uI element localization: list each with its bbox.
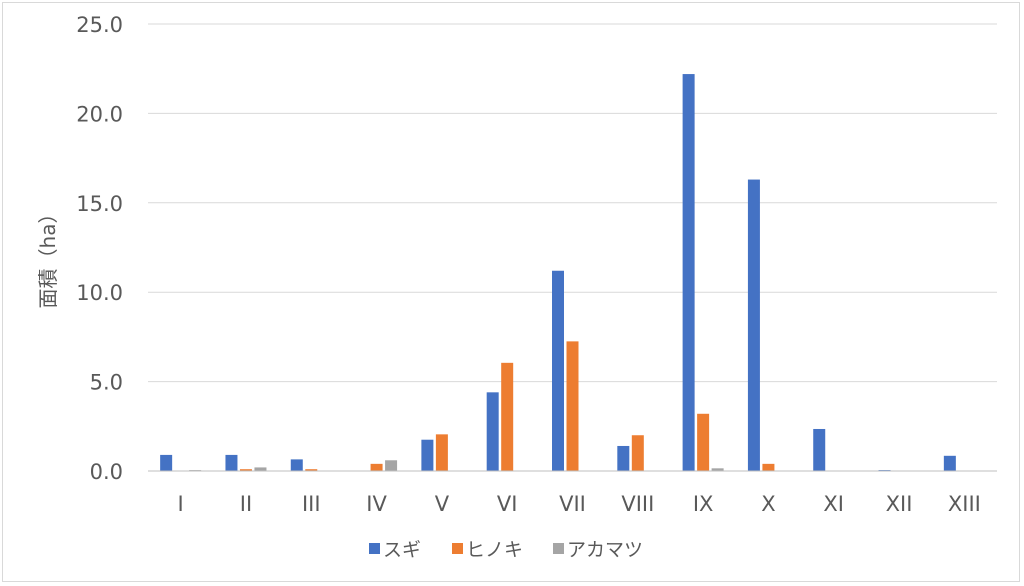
bar-2-ii [239,469,252,471]
x-tick-label: II [240,492,252,516]
bar-1-xiii [943,455,956,471]
legend-label: ヒノキ [466,539,523,561]
y-tick-label: 5.0 [90,371,123,395]
legend-label: スギ [383,539,421,561]
bar-2-vi [501,362,514,471]
legend-swatch [452,543,463,554]
x-tick-label: IX [693,492,714,516]
legend-swatch [369,543,380,554]
bar-1-xi [813,428,826,471]
y-axis-label: 面積（ha） [36,204,60,309]
bar-1-ii [225,454,238,471]
x-tick-label: XIII [948,492,981,516]
x-tick-label: VIII [621,492,654,516]
bar-1-iii [290,459,303,471]
bar-3-ii [254,467,267,471]
x-tick-label: XII [886,492,913,516]
bar-1-viii [617,445,630,471]
bar-1-x [747,179,760,471]
x-tick-label: III [302,492,321,516]
x-tick-label: V [435,492,450,516]
bar-2-iii [305,469,318,471]
bar-1-vii [552,270,564,471]
bar-2-ix [697,413,710,471]
x-tick-label: VI [497,492,518,516]
x-tick-label: X [761,492,775,516]
x-tick-label: VII [559,492,586,516]
bar-1-i [160,454,173,471]
legend-label: アカマツ [567,539,643,561]
bar-2-iv [370,463,383,471]
y-tick-label: 15.0 [76,192,123,216]
bar-1-vi [486,392,499,471]
y-tick-label: 10.0 [76,281,123,305]
x-axis-ticks: I II III IV V VI VII VIII IX X XI XII XIII [178,492,981,516]
bar-2-vii [566,341,579,471]
y-tick-label: 0.0 [90,460,123,484]
bar-2-x [762,463,775,471]
y-axis-ticks: 0.0 5.0 10.0 15.0 20.0 25.0 [76,13,123,484]
x-tick-label: XI [823,492,844,516]
bar-3-iv [385,460,398,471]
x-tick-label: IV [366,492,387,516]
legend: スギ ヒノキ アカマツ [369,539,643,561]
legend-swatch [553,543,564,554]
bars [160,74,956,472]
y-tick-label: 20.0 [76,102,123,126]
x-tick-label: I [178,492,184,516]
gridlines [148,23,997,383]
y-tick-label: 25.0 [76,13,123,37]
bar-1-ix [682,74,695,472]
bar-1-v [421,439,434,471]
bar-2-viii [631,435,644,471]
bar-2-v [435,434,448,471]
bar-3-ix [711,468,724,471]
